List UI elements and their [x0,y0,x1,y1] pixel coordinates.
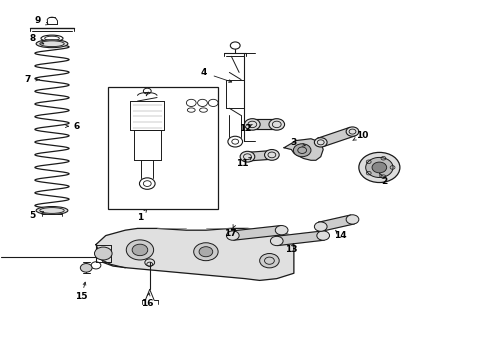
Text: 17: 17 [224,229,237,238]
Circle shape [294,144,311,157]
Circle shape [226,231,239,240]
Text: 5: 5 [29,211,36,220]
Circle shape [269,119,285,130]
Circle shape [346,215,359,224]
Text: 1: 1 [137,213,143,222]
Circle shape [240,151,255,162]
Circle shape [315,138,327,147]
Circle shape [275,226,288,235]
Circle shape [317,231,330,240]
Text: 14: 14 [334,231,346,240]
Text: 7: 7 [24,75,31,84]
Circle shape [359,152,400,183]
Circle shape [265,149,279,160]
Circle shape [132,244,148,256]
Text: 13: 13 [285,246,297,255]
Polygon shape [284,139,323,160]
Text: 4: 4 [200,68,207,77]
Polygon shape [96,228,294,280]
Polygon shape [318,127,355,147]
Circle shape [366,157,393,177]
Ellipse shape [36,207,68,215]
Bar [108,87,218,209]
Circle shape [372,162,387,173]
Circle shape [346,127,359,136]
Text: 6: 6 [74,122,79,131]
Text: 3: 3 [291,138,297,147]
Text: 2: 2 [381,177,388,186]
Text: 16: 16 [141,299,153,308]
Polygon shape [252,120,277,130]
Circle shape [315,222,327,231]
Text: 12: 12 [239,123,251,132]
Circle shape [80,264,92,272]
Text: 11: 11 [236,159,249,168]
Circle shape [270,236,283,246]
Text: 9: 9 [34,16,41,25]
Ellipse shape [36,40,68,48]
Text: 8: 8 [29,34,36,43]
Polygon shape [247,150,272,161]
Text: 15: 15 [75,292,88,301]
Circle shape [95,247,112,260]
Circle shape [194,243,218,261]
Circle shape [199,247,213,257]
Polygon shape [232,226,283,240]
Circle shape [260,253,279,268]
Polygon shape [276,231,324,246]
Polygon shape [319,215,354,231]
Circle shape [126,240,154,260]
Circle shape [245,119,260,130]
Text: 10: 10 [356,131,368,140]
